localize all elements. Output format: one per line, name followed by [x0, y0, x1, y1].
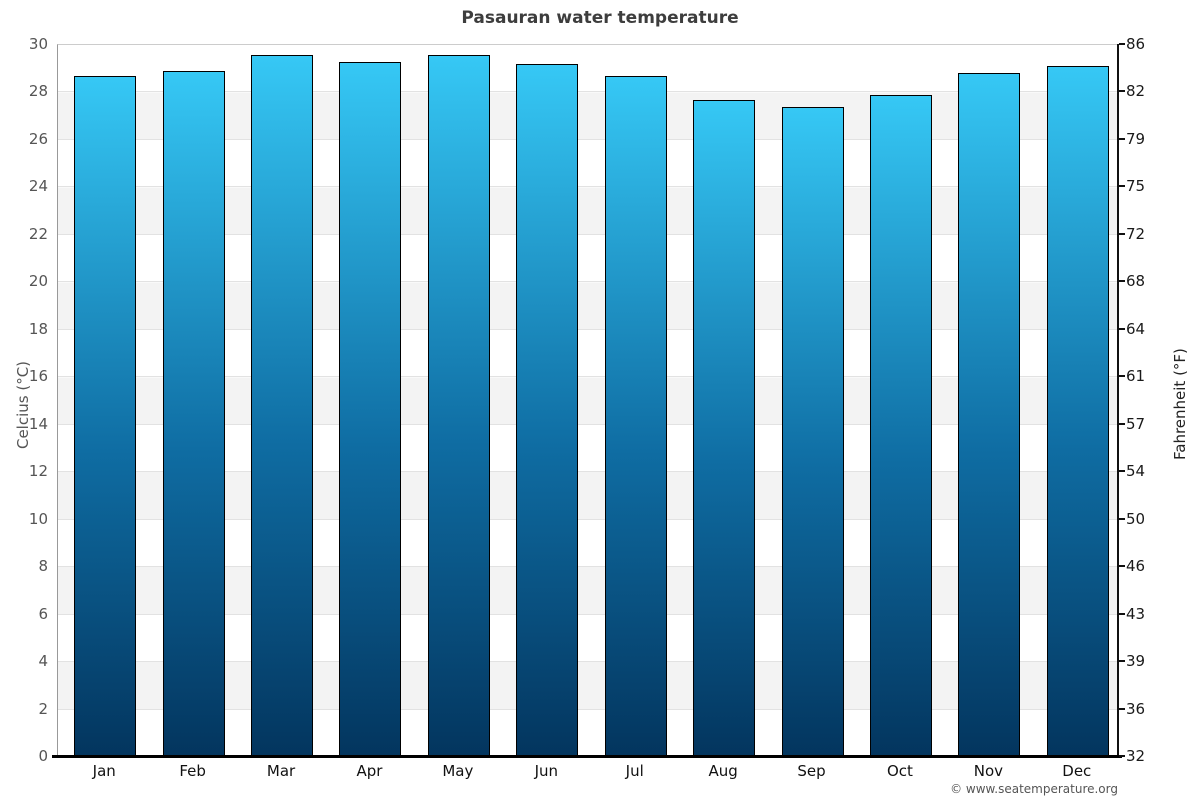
gridline-18c: [58, 328, 1119, 330]
month-label-oct: Oct: [886, 762, 913, 780]
month-label-sep: Sep: [797, 762, 826, 780]
gridline-26c: [58, 138, 1119, 140]
fahrenheit-tick-75: 75: [1126, 177, 1146, 196]
fahrenheit-tickmark-50: [1119, 517, 1125, 520]
celsius-tick-4: 4: [38, 652, 48, 671]
fahrenheit-tickmark-32: [1119, 755, 1125, 757]
bar-aug: [693, 99, 756, 757]
gridline-20c: [58, 281, 1119, 283]
fahrenheit-tick-86: 86: [1126, 35, 1146, 53]
bar-jun: [516, 64, 579, 757]
fahrenheit-tickmark-64: [1119, 327, 1125, 330]
plot-area: [57, 44, 1119, 757]
month-label-jun: Jun: [534, 762, 558, 780]
celsius-tick-2: 2: [38, 699, 48, 718]
month-label-nov: Nov: [973, 762, 1004, 780]
bar-jul: [604, 75, 667, 757]
bar-may: [427, 54, 490, 757]
fahrenheit-tickmark-68: [1119, 280, 1125, 283]
fahrenheit-tickmark-36: [1119, 707, 1125, 710]
celsius-tick-24: 24: [28, 177, 48, 196]
gridline-12c: [58, 471, 1119, 473]
fahrenheit-tickmark-75: [1119, 185, 1125, 188]
month-label-jan: Jan: [92, 762, 116, 780]
month-label-aug: Aug: [708, 762, 738, 780]
bar-dec: [1046, 66, 1109, 757]
chart-title: Pasauran water temperature: [461, 8, 739, 28]
fahrenheit-tickmark-43: [1119, 612, 1125, 615]
celsius-tick-12: 12: [28, 462, 48, 481]
gridline-16c: [58, 376, 1119, 378]
fahrenheit-tickmark-54: [1119, 470, 1125, 473]
celsius-tick-8: 8: [38, 557, 48, 576]
fahrenheit-tick-36: 36: [1126, 699, 1146, 718]
celsius-tick-0: 0: [38, 747, 48, 765]
bar-sep: [781, 106, 844, 757]
celsius-tick-28: 28: [28, 82, 48, 101]
month-label-mar: Mar: [266, 762, 296, 780]
fahrenheit-tick-43: 43: [1126, 604, 1146, 623]
bar-mar: [251, 54, 314, 757]
month-label-apr: Apr: [356, 762, 383, 780]
fahrenheit-tickmark-86: [1119, 43, 1125, 45]
fahrenheit-tick-57: 57: [1126, 414, 1146, 433]
fahrenheit-tickmark-46: [1119, 565, 1125, 568]
celsius-tick-26: 26: [28, 129, 48, 148]
fahrenheit-tick-61: 61: [1126, 367, 1146, 386]
celsius-tick-10: 10: [28, 509, 48, 528]
gridline-24c: [58, 186, 1119, 188]
fahrenheit-tick-79: 79: [1126, 129, 1146, 148]
fahrenheit-axis-label: Fahrenheit (°F): [1171, 348, 1189, 460]
bar-jan: [74, 75, 137, 757]
celsius-tick-16: 16: [28, 367, 48, 386]
fahrenheit-tickmark-72: [1119, 232, 1125, 235]
month-label-feb: Feb: [179, 762, 206, 780]
celsius-tick-6: 6: [38, 604, 48, 623]
bar-oct: [869, 94, 932, 757]
fahrenheit-tick-39: 39: [1126, 652, 1146, 671]
fahrenheit-tickmark-39: [1119, 660, 1125, 663]
gridline-22c: [58, 233, 1119, 235]
fahrenheit-tick-72: 72: [1126, 224, 1146, 243]
celsius-tick-22: 22: [28, 224, 48, 243]
bar-feb: [162, 71, 225, 757]
fahrenheit-tick-32: 32: [1126, 747, 1146, 765]
fahrenheit-tickmark-79: [1119, 137, 1125, 140]
fahrenheit-tick-46: 46: [1126, 557, 1146, 576]
bar-nov: [958, 73, 1021, 757]
celsius-tick-20: 20: [28, 272, 48, 291]
fahrenheit-tick-54: 54: [1126, 462, 1146, 481]
fahrenheit-axis-line: [1117, 44, 1119, 756]
month-label-dec: Dec: [1062, 762, 1092, 780]
x-axis-line: [52, 755, 1122, 758]
gridline-6c: [58, 613, 1119, 615]
fahrenheit-tick-82: 82: [1126, 82, 1146, 101]
fahrenheit-tickmark-61: [1119, 375, 1125, 378]
fahrenheit-tick-64: 64: [1126, 319, 1146, 338]
celsius-tick-14: 14: [28, 414, 48, 433]
bar-apr: [339, 61, 402, 757]
month-label-jul: Jul: [625, 762, 644, 780]
month-label-may: May: [442, 762, 474, 780]
copyright-text: © www.seatemperature.org: [950, 782, 1118, 796]
celsius-tick-18: 18: [28, 319, 48, 338]
gridline-8c: [58, 566, 1119, 568]
fahrenheit-tickmark-82: [1119, 90, 1125, 93]
gridline-14c: [58, 423, 1119, 425]
gridline-2c: [58, 708, 1119, 710]
fahrenheit-tick-50: 50: [1126, 509, 1146, 528]
gridline-10c: [58, 518, 1119, 520]
gridline-4c: [58, 661, 1119, 663]
celsius-tick-30: 30: [28, 35, 48, 53]
fahrenheit-tick-68: 68: [1126, 272, 1146, 291]
fahrenheit-tickmark-57: [1119, 422, 1125, 425]
gridline-28c: [58, 91, 1119, 93]
